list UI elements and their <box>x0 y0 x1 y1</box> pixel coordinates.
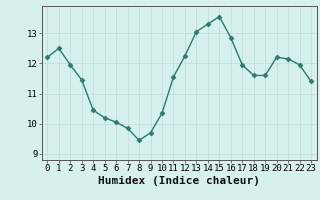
X-axis label: Humidex (Indice chaleur): Humidex (Indice chaleur) <box>98 176 260 186</box>
